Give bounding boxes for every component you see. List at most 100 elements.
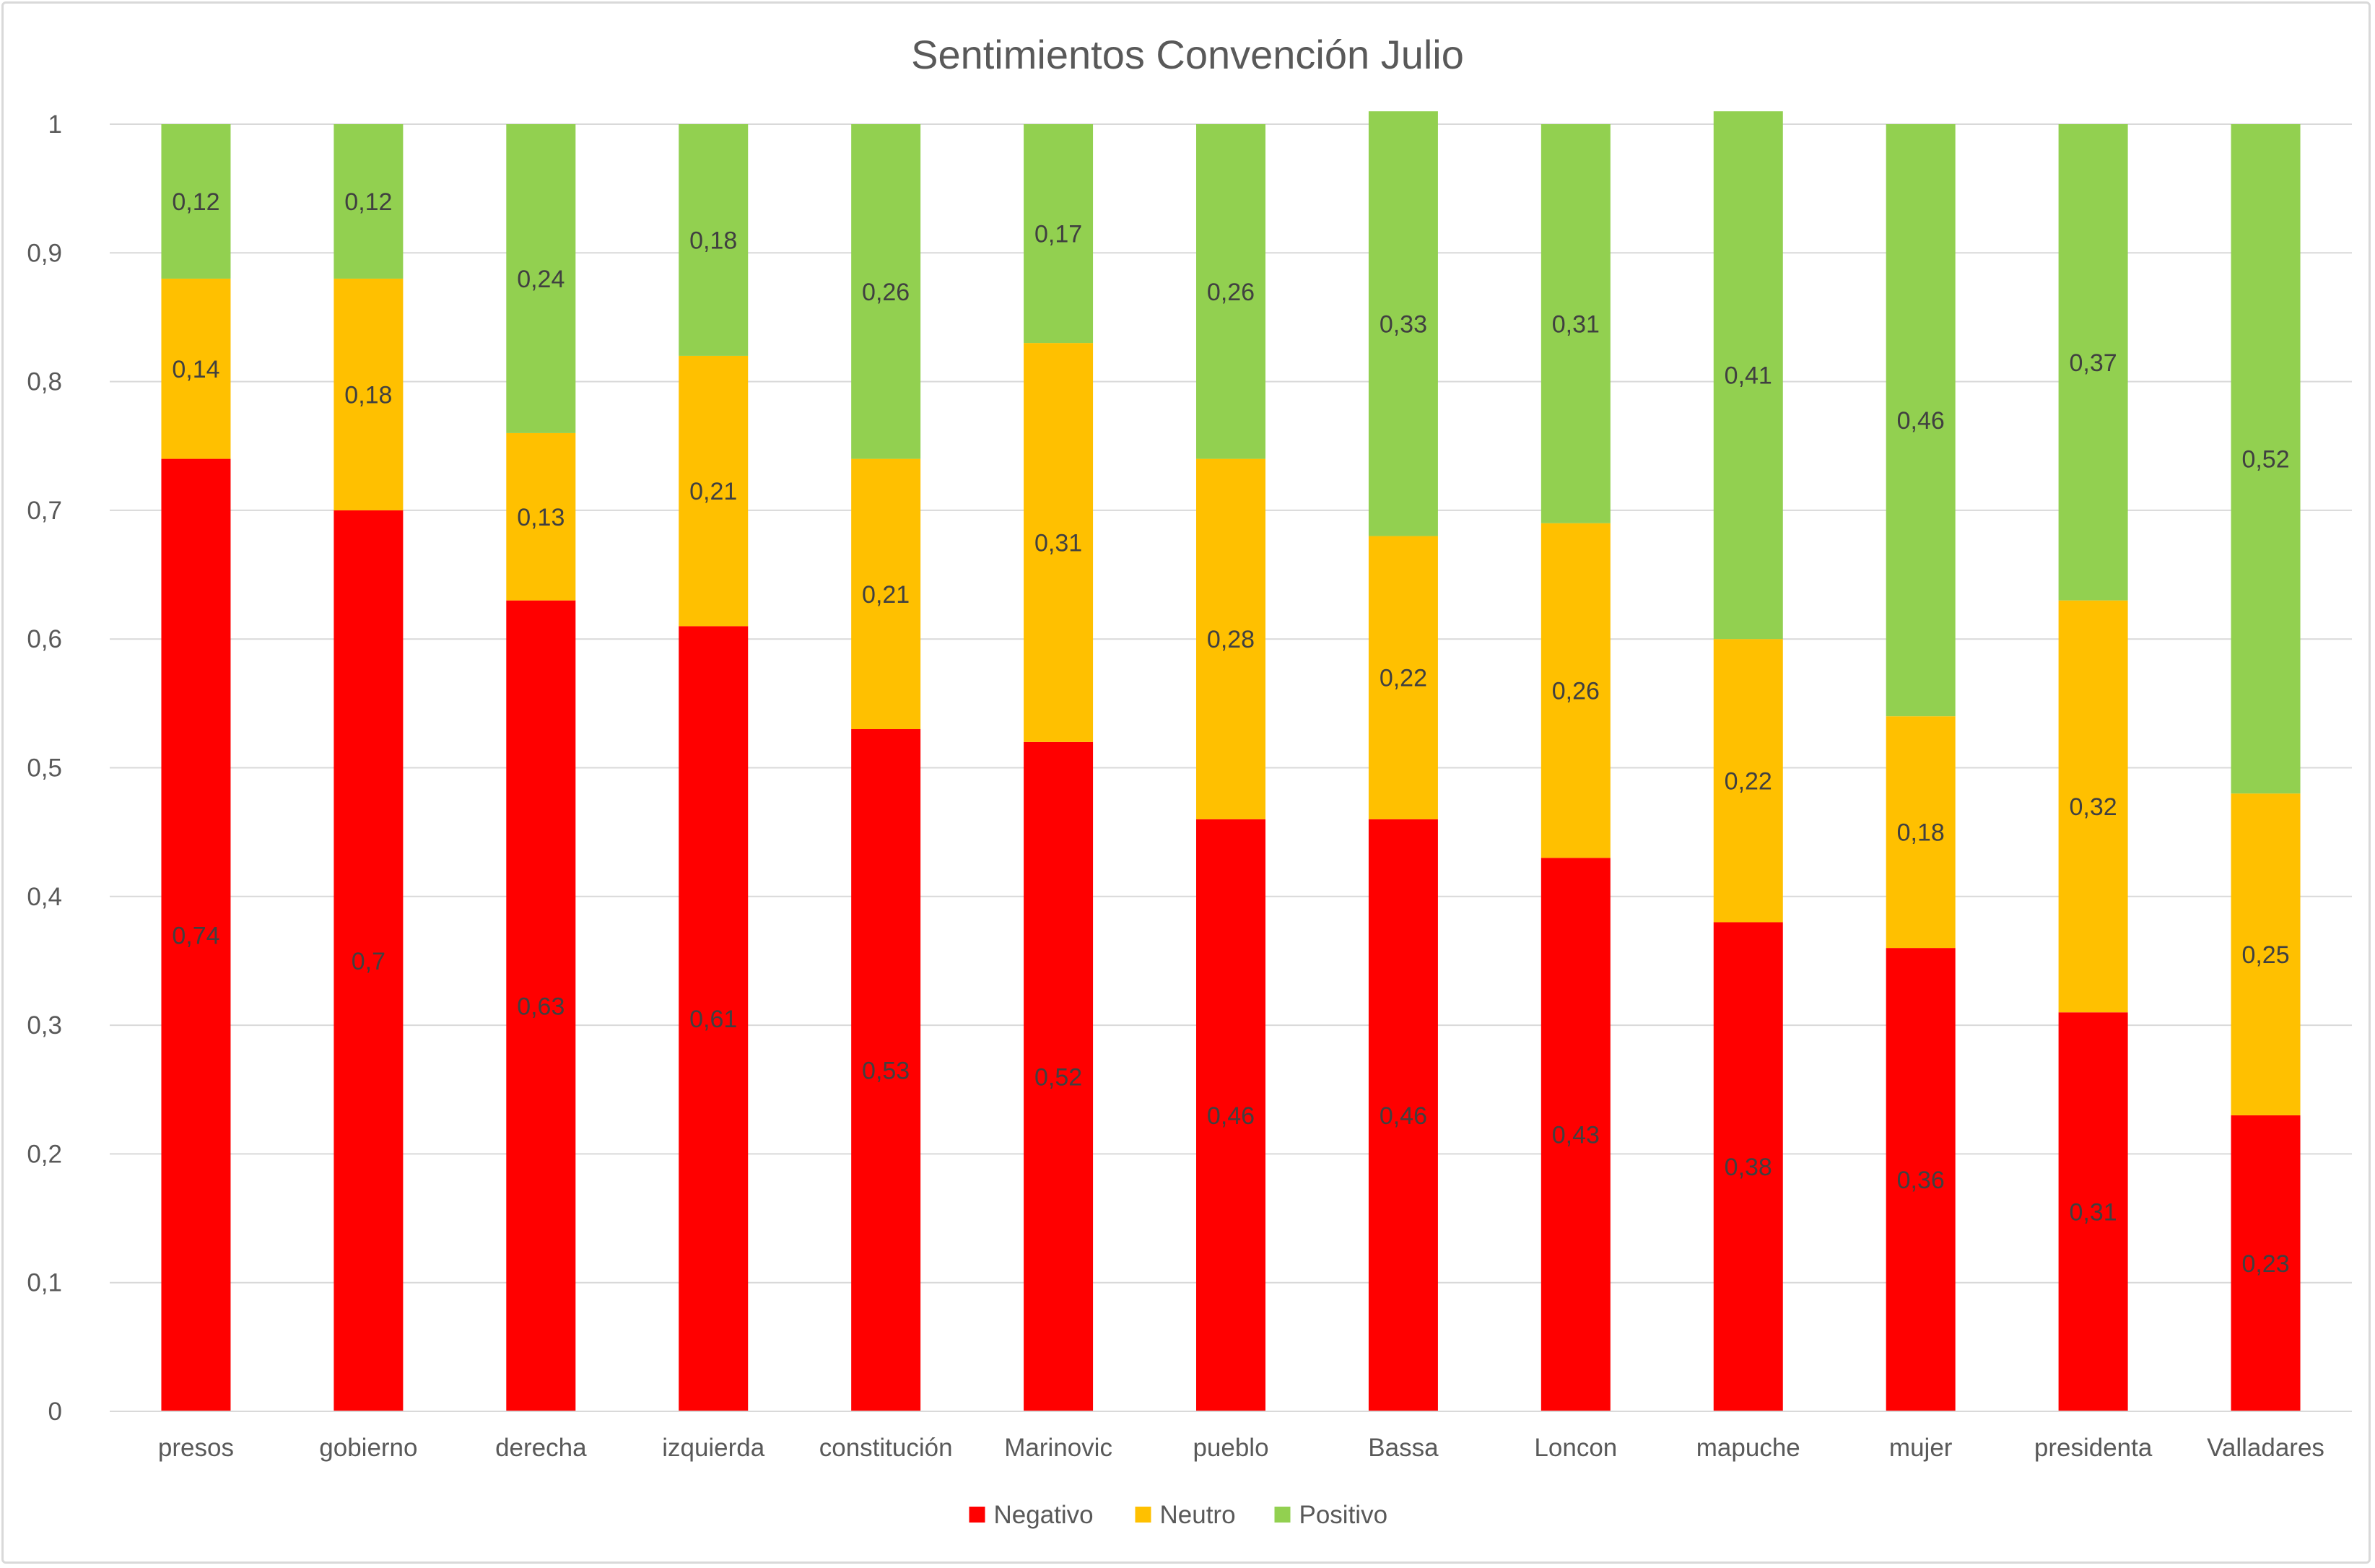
bar-segment-negativo xyxy=(2058,1012,2128,1411)
data-label: 0,12 xyxy=(344,188,392,216)
y-tick-label: 0 xyxy=(48,1398,62,1426)
bar-segment-positivo xyxy=(334,124,404,279)
data-label: 0,22 xyxy=(1380,665,1427,692)
data-labels: 0,74 0,14 0,12 0,7 0,18 0,12 0,63 0,13 0,24 0,61 0… xyxy=(172,188,2289,1278)
data-label: 0,31 xyxy=(2070,1199,2117,1227)
data-label: 0,25 xyxy=(2241,941,2289,969)
x-tick-label: constitución xyxy=(819,1434,953,1462)
data-label: 0,22 xyxy=(1725,767,1772,795)
data-label: 0,46 xyxy=(1207,1102,1255,1130)
data-label: 0,21 xyxy=(862,581,910,609)
bar-segment-positivo xyxy=(2058,124,2128,601)
legend-swatch-neutro xyxy=(1135,1507,1151,1523)
bar-segment-positivo xyxy=(2231,124,2301,794)
bar-segment-negativo xyxy=(1541,858,1611,1411)
data-label: 0,18 xyxy=(344,381,392,409)
bar-segment-negativo xyxy=(1368,819,1438,1411)
data-label: 0,26 xyxy=(862,279,910,306)
data-label: 0,28 xyxy=(1207,626,1255,653)
data-label: 0,63 xyxy=(517,993,565,1020)
bar-segment-positivo xyxy=(506,124,576,433)
data-label: 0,74 xyxy=(172,922,219,949)
bar-segment-negativo xyxy=(2231,1115,2301,1411)
data-label: 0,53 xyxy=(862,1058,910,1085)
bars xyxy=(161,111,2301,1412)
data-label: 0,12 xyxy=(172,188,219,216)
x-tick-label: pueblo xyxy=(1193,1434,1268,1462)
x-tick-label: mapuche xyxy=(1696,1434,1800,1462)
bar-segment-neutro xyxy=(2058,600,2128,1013)
bar-segment-neutro xyxy=(679,355,749,627)
bar-segment-negativo xyxy=(334,510,404,1411)
y-tick-label: 0,7 xyxy=(27,497,62,525)
data-label: 0,14 xyxy=(172,356,219,383)
data-label: 0,52 xyxy=(2241,446,2289,474)
x-tick-label: Loncon xyxy=(1534,1434,1617,1462)
data-label: 0,23 xyxy=(2241,1250,2289,1278)
data-label: 0,46 xyxy=(1897,407,1945,435)
axes: 0 0,1 0,2 0,3 0,4 0,5 0,6 0,7 0,8 0,9 1 presos gobie… xyxy=(27,110,2352,1462)
legend-swatch-negativo xyxy=(969,1507,985,1523)
legend-label: Neutro xyxy=(1160,1501,1236,1529)
data-label: 0,13 xyxy=(517,504,565,531)
bar-segment-negativo xyxy=(679,626,749,1411)
data-label: 0,43 xyxy=(1552,1122,1600,1149)
x-tick-label: derecha xyxy=(495,1434,587,1462)
x-tick-label: mujer xyxy=(1889,1434,1953,1462)
bar-segment-positivo xyxy=(1713,111,1783,640)
bar-segment-neutro xyxy=(851,458,921,730)
bar-segment-positivo xyxy=(1541,124,1611,523)
bar-segment-neutro xyxy=(1713,639,1783,923)
legend-swatch-positivo xyxy=(1274,1507,1291,1523)
y-tick-label: 0,2 xyxy=(27,1140,62,1168)
y-tick-label: 0,1 xyxy=(27,1269,62,1297)
data-label: 0,18 xyxy=(1897,819,1945,847)
data-label: 0,46 xyxy=(1380,1102,1427,1130)
bar-segment-neutro xyxy=(1196,458,1265,819)
data-label: 0,38 xyxy=(1725,1154,1772,1181)
data-label: 0,26 xyxy=(1207,279,1255,306)
bar-segment-neutro xyxy=(161,278,231,459)
data-label: 0,52 xyxy=(1034,1063,1082,1091)
data-label: 0,32 xyxy=(2070,793,2117,821)
y-tick-label: 0,8 xyxy=(27,368,62,396)
bar-segment-neutro xyxy=(1886,716,1956,949)
x-tick-label: presos xyxy=(158,1434,234,1462)
bar-segment-positivo xyxy=(1368,111,1438,536)
bar-segment-neutro xyxy=(506,432,576,601)
data-label: 0,61 xyxy=(689,1006,737,1033)
bar-segment-positivo xyxy=(679,124,749,356)
bar-segment-negativo xyxy=(1886,948,1956,1411)
bar-segment-positivo xyxy=(1886,124,1956,717)
y-tick-label: 0,4 xyxy=(27,883,62,911)
y-tick-label: 0,6 xyxy=(27,625,62,653)
x-tick-label: Marinovic xyxy=(1004,1434,1112,1462)
y-tick-label: 1 xyxy=(48,110,62,139)
bar-segment-positivo xyxy=(1196,124,1265,459)
x-tick-label: izquierda xyxy=(662,1434,765,1462)
data-label: 0,37 xyxy=(2070,349,2117,377)
x-tick-label: Valladares xyxy=(2207,1434,2324,1462)
x-tick-label: Bassa xyxy=(1368,1434,1439,1462)
bar-segment-negativo xyxy=(1713,922,1783,1411)
bar-segment-negativo xyxy=(851,729,921,1411)
y-tick-label: 0,3 xyxy=(27,1011,62,1040)
legend-label: Positivo xyxy=(1299,1501,1388,1529)
bar-segment-negativo xyxy=(161,458,231,1411)
data-label: 0,31 xyxy=(1034,529,1082,557)
x-tick-label: presidenta xyxy=(2034,1434,2153,1462)
data-label: 0,26 xyxy=(1552,678,1600,705)
data-label: 0,7 xyxy=(352,948,385,975)
data-label: 0,21 xyxy=(689,478,737,505)
bar-segment-negativo xyxy=(1196,819,1265,1411)
chart-title: Sentimientos Convención Julio xyxy=(911,32,1464,77)
data-label: 0,17 xyxy=(1034,221,1082,248)
bar-segment-neutro xyxy=(1024,343,1094,742)
bar-segment-positivo xyxy=(851,124,921,459)
legend: Negativo Neutro Positivo xyxy=(969,1501,1388,1529)
legend-label: Negativo xyxy=(994,1501,1094,1529)
y-tick-label: 0,5 xyxy=(27,754,62,783)
bar-segment-neutro xyxy=(334,278,404,510)
data-label: 0,33 xyxy=(1380,310,1427,338)
